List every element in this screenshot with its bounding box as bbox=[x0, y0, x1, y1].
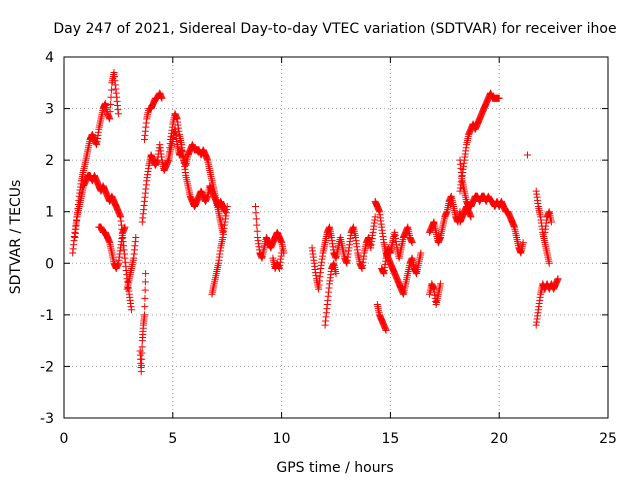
data-point bbox=[436, 280, 444, 288]
data-point bbox=[253, 221, 261, 229]
data-point bbox=[141, 303, 149, 311]
y-axis-label: SDTVAR / TECUs bbox=[8, 180, 24, 295]
data-point bbox=[138, 355, 146, 363]
x-axis-label: GPS time / hours bbox=[276, 460, 393, 476]
data-point bbox=[252, 209, 260, 217]
y-tick-label: 3 bbox=[45, 102, 54, 118]
data-point bbox=[467, 213, 475, 221]
data-point bbox=[137, 361, 145, 369]
data-point bbox=[107, 100, 115, 108]
chart-title: Day 247 of 2021, Sidereal Day-to-day VTE… bbox=[53, 21, 616, 37]
data-point bbox=[332, 270, 340, 278]
data-point bbox=[519, 239, 527, 247]
data-point bbox=[158, 94, 166, 102]
data-point bbox=[141, 286, 149, 294]
data-point bbox=[141, 294, 149, 302]
x-tick-label: 5 bbox=[168, 431, 177, 447]
data-point bbox=[223, 203, 231, 211]
grid-lines bbox=[64, 57, 608, 418]
data-point bbox=[252, 215, 260, 223]
data-point bbox=[121, 223, 129, 231]
y-tick-label: 1 bbox=[45, 205, 54, 221]
data-point bbox=[114, 110, 122, 118]
data-point bbox=[127, 306, 135, 314]
data-point bbox=[417, 249, 425, 257]
data-point bbox=[382, 326, 390, 334]
data-point bbox=[142, 270, 150, 278]
y-tick-label: -2 bbox=[40, 359, 54, 375]
data-point bbox=[278, 249, 286, 257]
x-tick-label: 10 bbox=[273, 431, 291, 447]
y-tick-label: 0 bbox=[45, 256, 54, 272]
data-point bbox=[141, 278, 149, 286]
data-point bbox=[106, 115, 114, 123]
data-point bbox=[141, 311, 149, 319]
x-tick-label: 20 bbox=[490, 431, 508, 447]
y-tick-label: 4 bbox=[45, 50, 54, 66]
data-point bbox=[547, 218, 555, 226]
axis-ticks: 0 5 10 15 20 25 -3 -2 -1 0 1 2 3 4 bbox=[40, 50, 617, 447]
x-tick-label: 15 bbox=[381, 431, 399, 447]
x-tick-label: 0 bbox=[60, 431, 69, 447]
data-point bbox=[253, 227, 261, 235]
data-series bbox=[69, 68, 562, 376]
data-point bbox=[371, 213, 379, 221]
data-point bbox=[107, 86, 115, 94]
data-point bbox=[137, 368, 145, 376]
data-point bbox=[554, 275, 562, 283]
x-tick-label: 25 bbox=[599, 431, 617, 447]
y-tick-label: -3 bbox=[40, 411, 54, 427]
data-point bbox=[132, 234, 140, 241]
y-tick-label: -1 bbox=[40, 308, 54, 324]
data-point bbox=[138, 343, 146, 351]
data-point bbox=[408, 239, 416, 247]
plot-frame bbox=[63, 56, 609, 419]
y-tick-label: 2 bbox=[45, 153, 54, 169]
data-point bbox=[545, 259, 553, 267]
data-point bbox=[523, 151, 531, 159]
data-point bbox=[495, 94, 503, 102]
data-point bbox=[138, 349, 146, 357]
data-point bbox=[251, 203, 259, 211]
data-point bbox=[106, 108, 114, 116]
